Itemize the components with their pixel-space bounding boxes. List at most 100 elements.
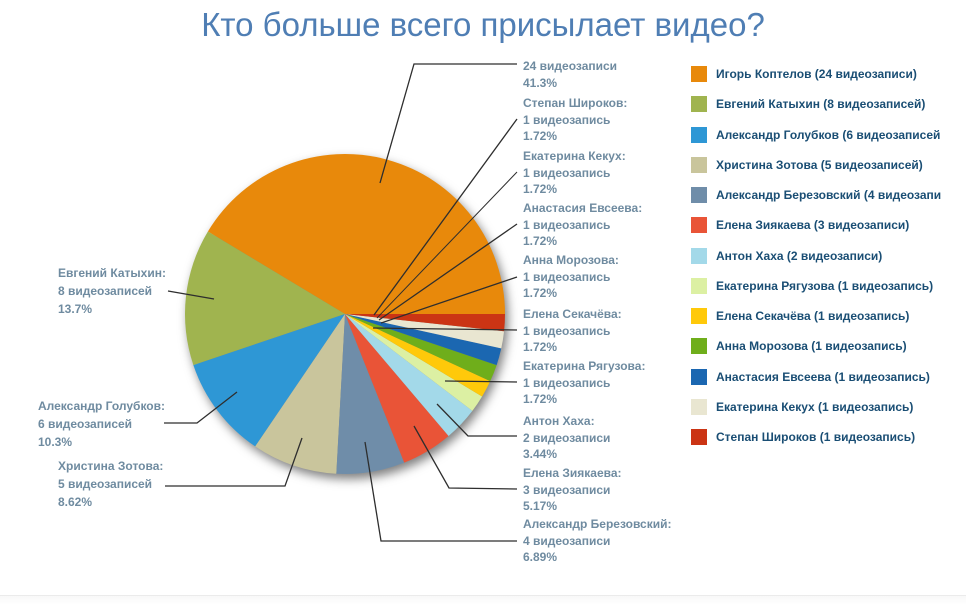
leader-line xyxy=(378,223,518,321)
slice-label-line: 1.72% xyxy=(523,340,558,354)
pie-slice-1[interactable] xyxy=(207,153,505,314)
pie-slice-10[interactable] xyxy=(345,314,497,382)
leader-line xyxy=(379,63,517,184)
slice-label-line: 6 видеозаписей xyxy=(38,417,133,431)
slice-label-line: Анна Морозова: xyxy=(523,253,619,267)
pie-slice-13[interactable] xyxy=(345,314,505,332)
pie-slice-7[interactable] xyxy=(345,314,473,436)
legend-label: Анастасия Евсеева (1 видеозапись) xyxy=(716,369,930,384)
slice-label-line: Александр Голубков: xyxy=(38,399,166,413)
legend-label: Евгений Катыхин (8 видеозаписей) xyxy=(716,97,926,112)
legend-swatch xyxy=(691,217,707,234)
legend-item: Александр Березовский (4 видеозапи xyxy=(691,180,966,210)
slice-label-line: 13.7% xyxy=(58,302,93,316)
legend-swatch xyxy=(691,96,707,113)
slice-label-koptelov: 24 видеозаписи 41.3% xyxy=(523,58,617,91)
legend-label: Александр Березовский (4 видеозапи xyxy=(716,188,942,203)
slice-label-line: 1.72% xyxy=(523,234,558,248)
slice-label-line: Елена Секачёва: xyxy=(523,307,622,321)
slice-label-ziyakaeva: Елена Зиякаева: 3 видеозаписи 5.17% xyxy=(523,465,622,515)
slice-label-line: 10.3% xyxy=(38,435,73,449)
leader-line xyxy=(372,327,518,331)
slice-label-line: 1.72% xyxy=(523,392,558,406)
leader-line xyxy=(165,437,303,487)
legend-swatch xyxy=(691,66,707,83)
pie-slice-4[interactable] xyxy=(255,314,345,474)
slice-label-golubkov: Александр Голубков: 6 видеозаписей 10.3% xyxy=(38,397,165,451)
legend-label: Анна Морозова (1 видеозапись) xyxy=(716,339,907,354)
legend-item: Александр Голубков (6 видеозаписей xyxy=(691,120,966,150)
slice-label-kekukh: Екатерина Кекух: 1 видеозапись 1.72% xyxy=(523,148,626,198)
pie-slices-group xyxy=(185,153,505,475)
legend-label: Степан Широков (1 видеозапись) xyxy=(716,430,916,445)
pie-slice-9[interactable] xyxy=(345,314,491,397)
legend-label: Христина Зотова (5 видеозаписей) xyxy=(716,157,923,172)
slice-label-line: Анастасия Евсеева: xyxy=(523,201,643,215)
slice-label-line: 3 видеозаписи xyxy=(523,482,611,497)
slice-label-khakha: Антон Хаха: 2 видеозаписи 3.44% xyxy=(523,413,610,463)
slice-label-line: Антон Хаха: xyxy=(523,414,595,428)
legend-label: Елена Зиякаева (3 видеозаписи) xyxy=(716,218,910,233)
pie-slice-3[interactable] xyxy=(193,314,345,447)
slice-label-line: 5.17% xyxy=(523,499,558,513)
slice-label-line: 2 видеозаписи xyxy=(523,430,611,445)
legend-item: Екатерина Рягузова (1 видеозапись) xyxy=(691,271,966,301)
slice-label-line: Елена Зиякаева: xyxy=(523,466,622,480)
slice-label-evseeva: Анастасия Евсеева: 1 видеозапись 1.72% xyxy=(523,200,642,250)
legend-item: Анастасия Евсеева (1 видеозапись) xyxy=(691,362,966,392)
slice-label-line: 1 видеозапись xyxy=(523,112,611,127)
pie-slice-5[interactable] xyxy=(336,314,405,475)
legend-swatch xyxy=(691,308,707,325)
slice-label-line: 1.72% xyxy=(523,286,558,300)
legend-swatch xyxy=(691,338,707,355)
leader-line xyxy=(164,391,238,424)
slice-label-line: 5 видеозаписей xyxy=(58,477,153,491)
slice-label-line: 1 видеозапись xyxy=(523,323,611,338)
legend-item: Степан Широков (1 видеозапись) xyxy=(691,422,966,452)
pie-slice-6[interactable] xyxy=(345,314,449,463)
slice-label-zotova: Христина Зотова: 5 видеозаписей 8.62% xyxy=(58,457,163,511)
slice-label-line: 1 видеозапись xyxy=(523,165,611,180)
legend-item: Игорь Коптелов (24 видеозаписи) xyxy=(691,59,966,89)
legend-label: Екатерина Кекух (1 видеозапись) xyxy=(716,399,914,414)
leader-line xyxy=(373,118,518,316)
legend-item: Елена Зиякаева (3 видеозаписи) xyxy=(691,210,966,240)
slice-label-line: Александр Березовский: xyxy=(523,517,672,531)
slice-label-line: 6.89% xyxy=(523,550,558,564)
legend-swatch xyxy=(691,277,707,294)
slice-label-line: 3.44% xyxy=(523,447,558,461)
slice-label-shirokov: Степан Широков: 1 видеозапись 1.72% xyxy=(523,95,627,145)
legend-swatch xyxy=(691,126,707,143)
leader-line xyxy=(376,171,518,319)
leader-line xyxy=(436,403,517,437)
legend-swatch xyxy=(691,247,707,264)
legend-label: Игорь Коптелов (24 видеозаписи) xyxy=(716,67,917,82)
legend-label: Антон Хаха (2 видеозаписи) xyxy=(716,248,883,263)
leader-line xyxy=(380,276,518,324)
pie-slice-11[interactable] xyxy=(345,314,502,366)
legend-swatch xyxy=(691,398,707,415)
pie-slice-8[interactable] xyxy=(345,314,483,411)
slice-label-sekacheva: Елена Секачёва: 1 видеозапись 1.72% xyxy=(523,306,622,356)
slice-label-line: Евгений Катыхин: xyxy=(58,266,166,280)
leader-line xyxy=(444,380,518,383)
slice-label-line: 41.3% xyxy=(523,75,558,90)
slice-label-ryaguzova: Екатерина Рягузова: 1 видеозапись 1.72% xyxy=(523,358,645,408)
pie-slice-12[interactable] xyxy=(345,314,505,349)
slice-label-line: 8.62% xyxy=(58,495,93,509)
legend-item: Евгений Катыхин (8 видеозаписей) xyxy=(691,89,966,119)
legend-item: Христина Зотова (5 видеозаписей) xyxy=(691,150,966,180)
slice-label-line: 1 видеозапись xyxy=(523,269,611,284)
legend-swatch xyxy=(691,187,707,204)
slice-label-line: 8 видеозаписей xyxy=(58,284,153,298)
slice-label-line: 1 видеозапись xyxy=(523,217,611,232)
legend-swatch xyxy=(691,156,707,173)
leader-line xyxy=(364,441,517,542)
pie-slice-2[interactable] xyxy=(185,231,345,366)
legend-label: Александр Голубков (6 видеозаписей xyxy=(716,127,941,142)
chart-title: Кто больше всего присылает видео? xyxy=(201,6,765,43)
legend-label: Елена Секачёва (1 видеозапись) xyxy=(716,309,910,324)
slice-label-berezovsky: Александр Березовский: 4 видеозаписи 6.8… xyxy=(523,516,671,566)
